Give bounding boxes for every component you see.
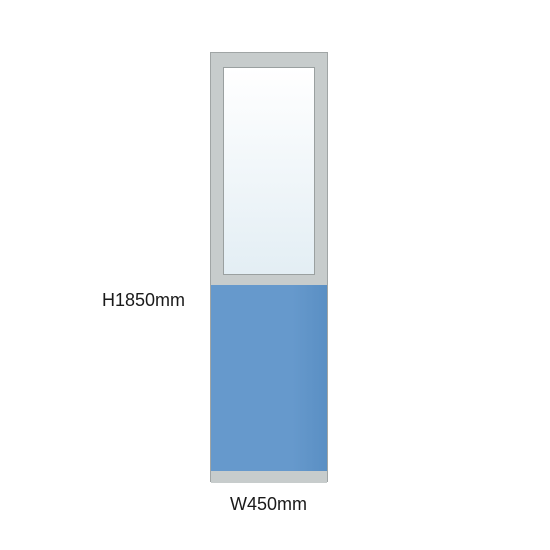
- diagram-stage: H1850mm W450mm: [0, 0, 550, 550]
- width-label: W450mm: [230, 494, 307, 515]
- partition-panel: [210, 52, 328, 482]
- upper-glass-pane: [223, 67, 315, 275]
- height-label: H1850mm: [102, 290, 185, 311]
- lower-solid-panel: [211, 285, 327, 471]
- base-strip: [211, 471, 327, 483]
